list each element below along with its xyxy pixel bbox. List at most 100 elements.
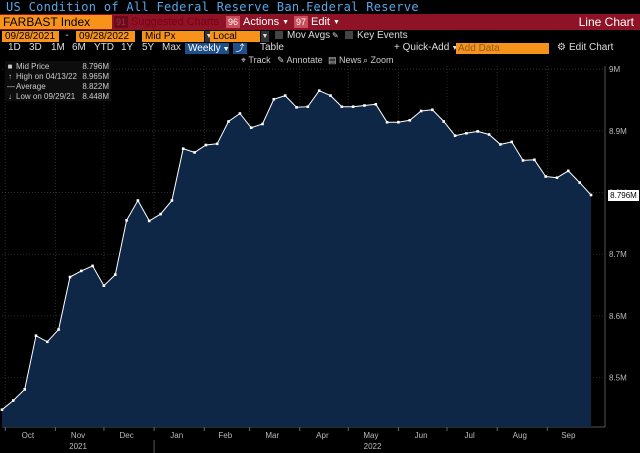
legend-item-low: ↓ Low on 09/29/21 8.448M [5, 92, 111, 101]
data-point [431, 108, 434, 112]
data-point [0, 408, 4, 411]
end-date-field[interactable]: 09/28/2022 [76, 31, 135, 42]
data-point [567, 169, 570, 173]
year-label: 2021 [69, 442, 87, 451]
news-icon: ▤ [328, 55, 340, 65]
legend-marker: ― [7, 82, 15, 91]
add-data-input[interactable]: Add Data [456, 43, 549, 54]
settings-icon[interactable]: ⚙ [557, 42, 566, 53]
data-point [510, 140, 513, 144]
track-tool[interactable]: ⌖ Track [241, 54, 271, 66]
x-tick-label: Mar [265, 431, 279, 440]
edit-number: 97 [294, 16, 309, 28]
line-chart-icon[interactable]: ⤴ [233, 43, 247, 54]
data-point [68, 275, 72, 279]
suggested-charts-number: 91 [114, 16, 129, 28]
data-point [397, 120, 400, 124]
data-point [80, 269, 83, 273]
data-point [261, 122, 264, 126]
y-tick-label: 9M [609, 65, 620, 74]
data-point [114, 273, 117, 276]
data-point [102, 284, 106, 287]
edit-dropdown-icon: ▼ [332, 19, 340, 26]
x-tick-label: Apr [316, 431, 329, 440]
settings-row: 09/28/2021 - 09/28/2022 Mid Px ▼ Local C… [0, 30, 640, 53]
frequency-select[interactable]: Weekly ▼ [185, 43, 230, 54]
security-field[interactable]: FARBAST Index [0, 15, 112, 29]
key-events-toggle[interactable]: Key Events [345, 30, 408, 42]
data-point [521, 159, 525, 162]
edit-chart-button[interactable]: Edit Chart [569, 42, 614, 53]
legend-marker: ■ [7, 62, 13, 71]
legend-name: High on 04/13/22 [16, 72, 77, 81]
checkbox-icon [345, 31, 353, 39]
mov-avgs-toggle[interactable]: Mov Avgs [275, 30, 330, 42]
x-tick-label: Sep [561, 431, 576, 440]
x-tick-label: Feb [218, 431, 232, 440]
data-point [34, 334, 38, 337]
annotate-tool[interactable]: ✎ Annotate [277, 54, 323, 66]
period-max[interactable]: Max [162, 42, 181, 53]
x-tick-label: Nov [71, 431, 85, 440]
news-label: News [339, 55, 362, 65]
data-point [374, 103, 378, 106]
table-button[interactable]: Table [260, 42, 284, 53]
data-point [453, 134, 457, 137]
data-point [227, 120, 230, 123]
price-field-dropdown-icon[interactable]: ▼ [205, 31, 213, 42]
legend-value: 8.822M [82, 82, 109, 91]
zoom-tool[interactable]: ⌕ Zoom [363, 54, 394, 66]
last-value-tag: 8.796M [608, 189, 639, 201]
legend-item-high: ↑ High on 04/13/22 8.965M [5, 72, 111, 81]
legend-item-average: ― Average 8.822M [5, 82, 111, 91]
chart-legend: ■ Mid Price 8.796M ↑ High on 04/13/22 8.… [5, 61, 111, 101]
data-point [476, 130, 479, 133]
x-tick-label: Jun [415, 431, 428, 440]
suggested-charts-button[interactable]: 91 Suggested Charts [114, 15, 219, 29]
legend-name: Mid Price [16, 62, 50, 71]
data-point [147, 219, 151, 223]
period-1d[interactable]: 1D [8, 42, 21, 53]
period-6m[interactable]: 6M [72, 42, 86, 53]
news-tool[interactable]: ▤ News [328, 54, 362, 66]
period-ytd[interactable]: YTD [94, 42, 114, 53]
track-label: Track [248, 55, 271, 65]
zoom-label: Zoom [370, 55, 394, 65]
data-point [295, 106, 298, 109]
data-point [181, 147, 185, 150]
data-point [193, 151, 196, 154]
edit-menu-button[interactable]: 97 Edit ▼ [294, 15, 340, 29]
actions-menu-button[interactable]: 96 Actions ▼ [226, 15, 289, 29]
period-3d[interactable]: 3D [29, 42, 42, 53]
data-point [465, 132, 468, 135]
x-tick-label: Aug [513, 431, 527, 440]
data-point [317, 89, 321, 92]
period-1m[interactable]: 1M [51, 42, 65, 53]
chart-type-label: Line Chart [578, 15, 634, 29]
data-point [578, 181, 581, 184]
frequency-dropdown-icon: ▼ [222, 46, 230, 53]
data-point [159, 212, 162, 216]
currency-dropdown-icon[interactable]: ▼ [261, 31, 269, 42]
edit-label: Edit [311, 16, 330, 28]
data-point [272, 98, 276, 101]
y-tick-label: 8.7M [609, 250, 627, 259]
quick-add-button[interactable]: + Quick-Add ▼ [394, 42, 458, 54]
price-area [2, 90, 591, 427]
period-5y[interactable]: 5Y [142, 42, 155, 53]
pencil-icon[interactable]: ✎ [332, 31, 339, 40]
track-icon: ⌖ [241, 55, 249, 65]
period-1y[interactable]: 1Y [121, 42, 134, 53]
price-field-select[interactable]: Mid Px [142, 31, 204, 42]
annotate-icon: ✎ [277, 55, 287, 65]
data-point [249, 126, 253, 129]
annotate-label: Annotate [286, 55, 323, 65]
start-date-field[interactable]: 09/28/2021 [2, 31, 59, 42]
data-point [46, 340, 49, 344]
x-tick-label: May [363, 431, 378, 440]
data-point [487, 133, 491, 136]
data-point [408, 119, 412, 122]
data-point [351, 105, 355, 108]
x-tick-label: Dec [119, 431, 133, 440]
